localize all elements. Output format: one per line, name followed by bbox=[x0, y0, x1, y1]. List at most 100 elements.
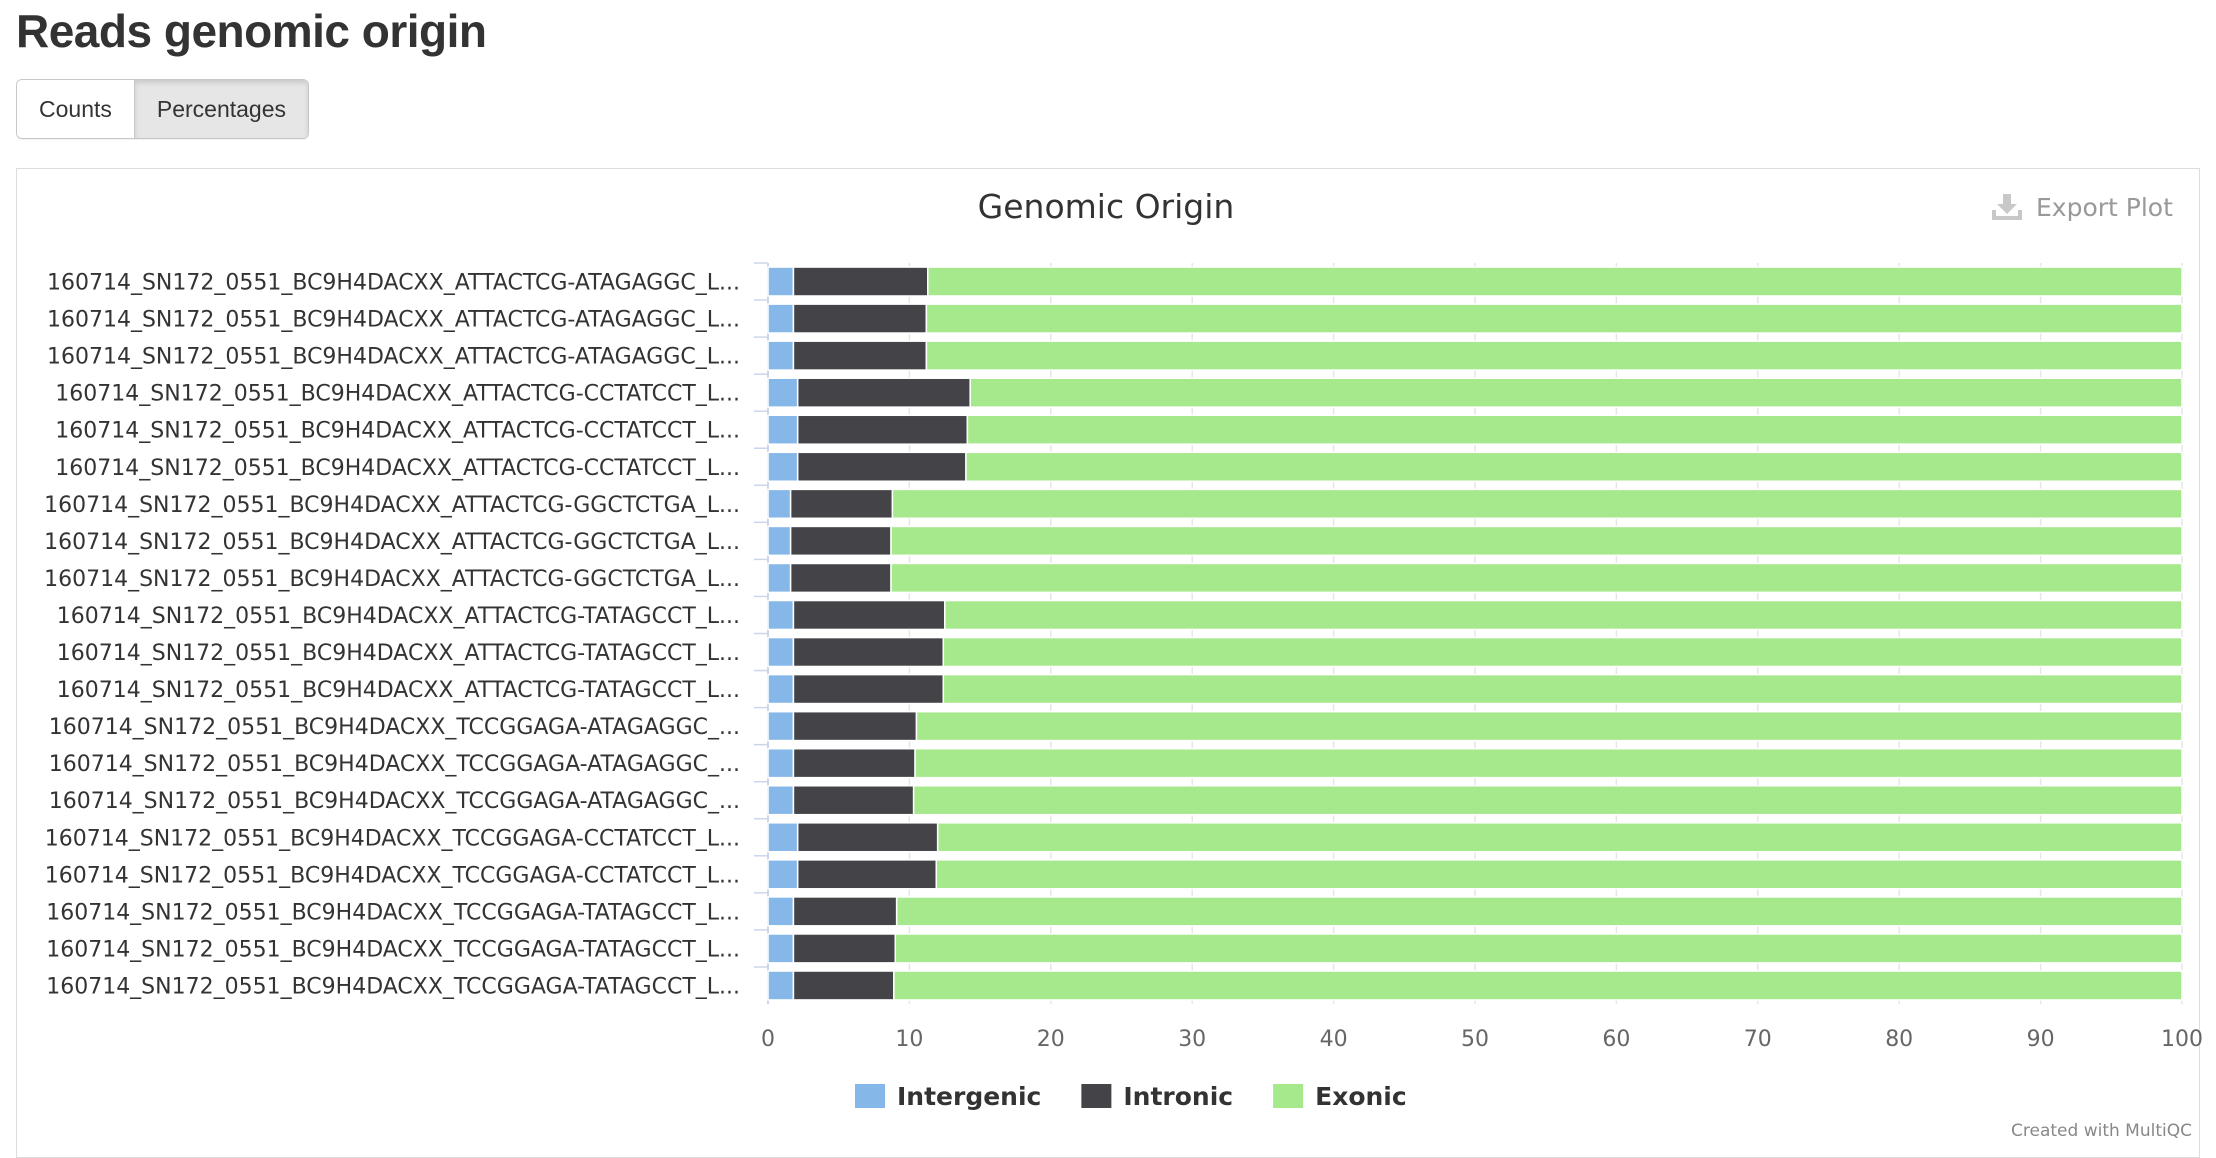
y-axis-label: 160714_SN172_0551_BC9H4DACXX_ATTACTCG-GG… bbox=[44, 567, 740, 592]
bar-segment-exonic[interactable] bbox=[927, 266, 2183, 297]
bar-segment-exonic[interactable] bbox=[914, 747, 2183, 779]
legend-swatch bbox=[1273, 1084, 1304, 1108]
bar-segment-intronic[interactable] bbox=[792, 673, 945, 705]
y-axis-label: 160714_SN172_0551_BC9H4DACXX_TCCGGAGA-CC… bbox=[45, 826, 740, 851]
bar-segment-exonic[interactable] bbox=[925, 303, 2183, 334]
bar-segment-exonic[interactable] bbox=[965, 451, 2183, 482]
y-axis-label: 160714_SN172_0551_BC9H4DACXX_ATTACTCG-GG… bbox=[44, 530, 740, 555]
bar-segment-exonic[interactable] bbox=[894, 933, 2183, 964]
y-axis-label: 160714_SN172_0551_BC9H4DACXX_ATTACTCG-GG… bbox=[44, 493, 740, 518]
export-plot-button[interactable]: Export Plot bbox=[1990, 192, 2173, 222]
y-axis-label: 160714_SN172_0551_BC9H4DACXX_TCCGGAGA-CC… bbox=[45, 863, 740, 888]
bar-segment-exonic[interactable] bbox=[942, 673, 2183, 705]
bar-segment-intergenic[interactable] bbox=[767, 451, 799, 482]
bar-segment-intronic[interactable] bbox=[796, 377, 971, 408]
y-axis-label: 160714_SN172_0551_BC9H4DACXX_TCCGGAGA-AT… bbox=[49, 789, 740, 814]
bar-segment-intronic[interactable] bbox=[792, 266, 929, 297]
bar-segment-exonic[interactable] bbox=[944, 599, 2183, 631]
bar-segment-intergenic[interactable] bbox=[767, 933, 795, 964]
bar-segment-intergenic[interactable] bbox=[767, 785, 795, 816]
bar-segment-intronic[interactable] bbox=[796, 859, 938, 890]
bar-segment-intronic[interactable] bbox=[792, 933, 897, 964]
bar-segment-exonic[interactable] bbox=[942, 636, 2183, 668]
percentages-button[interactable]: Percentages bbox=[133, 80, 309, 138]
y-axis-label: 160714_SN172_0551_BC9H4DACXX_ATTACTCG-TA… bbox=[57, 641, 740, 666]
bar-segment-intergenic[interactable] bbox=[767, 822, 799, 853]
bar-segment-intronic[interactable] bbox=[792, 710, 918, 742]
bar-segment-intergenic[interactable] bbox=[767, 747, 795, 779]
y-axis-label: 160714_SN172_0551_BC9H4DACXX_ATTACTCG-CC… bbox=[55, 419, 740, 444]
view-toggle: Counts Percentages bbox=[16, 79, 310, 139]
bar-segment-exonic[interactable] bbox=[891, 488, 2183, 520]
bar-segment-intergenic[interactable] bbox=[767, 488, 792, 520]
bar-segment-intronic[interactable] bbox=[796, 414, 969, 445]
bar-segment-intronic[interactable] bbox=[792, 747, 916, 779]
bar-segment-intronic[interactable] bbox=[792, 896, 898, 927]
bar-segment-intronic[interactable] bbox=[789, 525, 892, 557]
x-tick-label: 40 bbox=[1320, 1027, 1348, 1052]
bar-segment-intergenic[interactable] bbox=[767, 562, 792, 594]
bar-segment-exonic[interactable] bbox=[893, 970, 2183, 1001]
bar-segment-exonic[interactable] bbox=[895, 896, 2183, 927]
legend-swatch bbox=[1081, 1084, 1112, 1108]
y-axis-label: 160714_SN172_0551_BC9H4DACXX_TCCGGAGA-TA… bbox=[46, 937, 740, 962]
bar-segment-intergenic[interactable] bbox=[767, 599, 795, 631]
bar-segment-intronic[interactable] bbox=[796, 822, 939, 853]
bar-segment-intergenic[interactable] bbox=[767, 303, 795, 334]
bar-segment-intronic[interactable] bbox=[789, 562, 892, 594]
bar-segment-exonic[interactable] bbox=[912, 785, 2183, 816]
legend-item-intergenic[interactable]: Intergenic bbox=[855, 1082, 1041, 1111]
legend-label: Intronic bbox=[1123, 1082, 1233, 1111]
x-tick-label: 90 bbox=[2027, 1027, 2055, 1052]
y-axis-label: 160714_SN172_0551_BC9H4DACXX_ATTACTCG-CC… bbox=[55, 456, 740, 481]
bar-segment-intergenic[interactable] bbox=[767, 710, 795, 742]
bar-segment-intronic[interactable] bbox=[789, 488, 894, 520]
chart-title: Genomic Origin bbox=[978, 187, 1235, 226]
legend-item-intronic[interactable]: Intronic bbox=[1081, 1082, 1233, 1111]
y-axis-label: 160714_SN172_0551_BC9H4DACXX_ATTACTCG-CC… bbox=[55, 382, 740, 407]
x-tick-label: 10 bbox=[895, 1027, 923, 1052]
y-axis-label: 160714_SN172_0551_BC9H4DACXX_ATTACTCG-TA… bbox=[57, 678, 740, 703]
counts-button[interactable]: Counts bbox=[17, 80, 134, 138]
download-icon bbox=[1992, 194, 2022, 220]
bar-segment-exonic[interactable] bbox=[936, 822, 2183, 853]
bar-segment-exonic[interactable] bbox=[890, 562, 2183, 594]
y-axis-label: 160714_SN172_0551_BC9H4DACXX_ATTACTCG-AT… bbox=[47, 345, 740, 370]
bar-segment-exonic[interactable] bbox=[915, 710, 2183, 742]
y-axis-label: 160714_SN172_0551_BC9H4DACXX_TCCGGAGA-AT… bbox=[49, 752, 740, 777]
bar-segment-intergenic[interactable] bbox=[767, 896, 795, 927]
bar-segment-intronic[interactable] bbox=[792, 599, 946, 631]
x-tick-label: 0 bbox=[761, 1027, 775, 1052]
export-plot-label: Export Plot bbox=[2036, 192, 2173, 222]
x-tick-label: 50 bbox=[1461, 1027, 1489, 1052]
bar-segment-intergenic[interactable] bbox=[767, 266, 795, 297]
bar-segment-exonic[interactable] bbox=[890, 525, 2183, 557]
bar-segment-intronic[interactable] bbox=[792, 636, 945, 668]
bar-segment-intergenic[interactable] bbox=[767, 636, 795, 668]
bar-segment-intronic[interactable] bbox=[792, 340, 928, 371]
bar-segment-exonic[interactable] bbox=[969, 377, 2183, 408]
bar-segment-intergenic[interactable] bbox=[767, 414, 799, 445]
bar-segment-intergenic[interactable] bbox=[767, 525, 792, 557]
bar-segment-exonic[interactable] bbox=[935, 859, 2183, 890]
bar-segment-intergenic[interactable] bbox=[767, 859, 799, 890]
bar-segment-intronic[interactable] bbox=[792, 785, 915, 816]
y-axis-label: 160714_SN172_0551_BC9H4DACXX_ATTACTCG-AT… bbox=[47, 271, 740, 296]
bar-segment-intergenic[interactable] bbox=[767, 377, 799, 408]
bar-segment-intronic[interactable] bbox=[792, 970, 895, 1001]
bar-segment-exonic[interactable] bbox=[925, 340, 2183, 371]
legend-label: Exonic bbox=[1315, 1082, 1407, 1111]
bar-segment-exonic[interactable] bbox=[966, 414, 2183, 445]
legend-item-exonic[interactable]: Exonic bbox=[1273, 1082, 1407, 1111]
x-tick-label: 100 bbox=[2161, 1027, 2203, 1052]
legend: Intergenic Intronic Exonic bbox=[855, 1082, 1407, 1111]
x-tick-label: 20 bbox=[1037, 1027, 1065, 1052]
x-tick-label: 60 bbox=[1602, 1027, 1630, 1052]
bar-segment-intronic[interactable] bbox=[792, 303, 928, 334]
bar-segment-intergenic[interactable] bbox=[767, 970, 795, 1001]
bar-segment-intergenic[interactable] bbox=[767, 340, 795, 371]
bars bbox=[767, 266, 2183, 1001]
bar-segment-intronic[interactable] bbox=[796, 451, 967, 482]
bar-segment-intergenic[interactable] bbox=[767, 673, 795, 705]
